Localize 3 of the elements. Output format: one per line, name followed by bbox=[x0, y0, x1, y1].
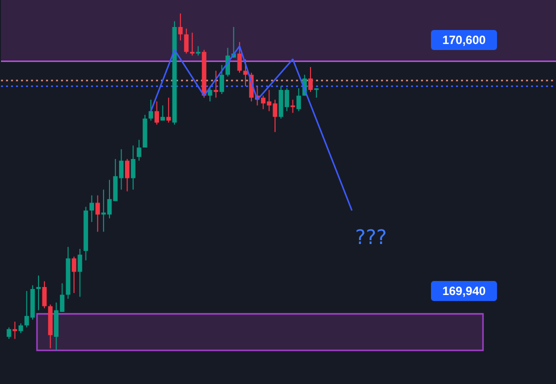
annotation: 169,940 bbox=[442, 284, 486, 298]
annotation: 170,600 bbox=[442, 33, 486, 47]
annotation: ??? bbox=[355, 225, 387, 249]
